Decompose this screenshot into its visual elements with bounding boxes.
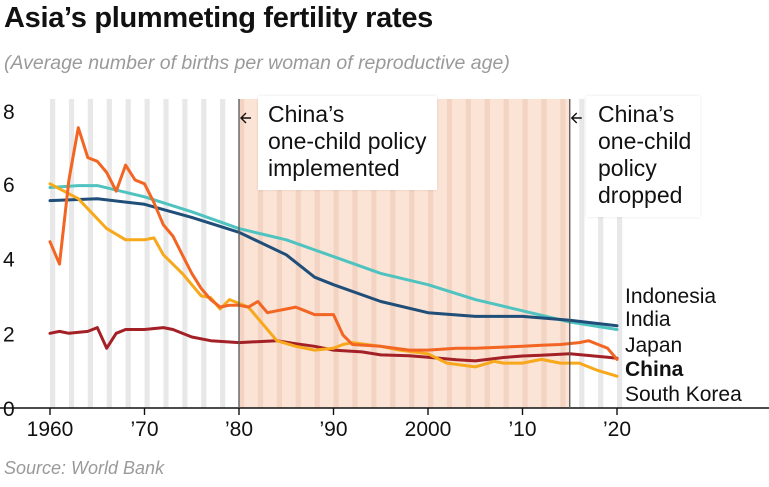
annotation-policy-dropped: China’s one-child policy dropped — [586, 96, 701, 217]
annotation-line: China’s — [268, 101, 345, 127]
x-tick-label: ’10 — [508, 418, 536, 441]
policy-markers — [238, 99, 582, 408]
year-stripe — [409, 99, 415, 408]
year-stripe — [106, 99, 112, 408]
y-tick-label: 0 — [3, 398, 15, 421]
policy-arrow-icon — [240, 112, 251, 124]
year-stripe — [163, 99, 169, 408]
legend-china: China — [625, 358, 684, 381]
legend-japan: Japan — [625, 334, 683, 357]
series-line-china — [48, 126, 619, 361]
annotation-line: dropped — [598, 182, 683, 208]
series-line-south-korea — [48, 182, 619, 378]
year-stripe — [201, 99, 207, 408]
source-note: Source: World Bank — [4, 458, 165, 478]
year-stripe — [257, 99, 264, 408]
legend-india: India — [625, 308, 671, 331]
x-tick-label: 2000 — [405, 418, 452, 441]
x-tick-label: ’20 — [603, 418, 631, 441]
series-line-india — [48, 184, 619, 331]
x-tick-label: 1960 — [27, 418, 74, 441]
year-stripe — [617, 99, 623, 408]
year-stripe — [352, 99, 358, 408]
year-stripe — [522, 99, 528, 408]
legend-south-korea: South Korea — [625, 383, 742, 406]
annotation-line: one-child — [598, 128, 692, 154]
x-tick-label: ’70 — [130, 418, 158, 441]
y-tick-label: 2 — [3, 323, 15, 346]
y-tick-label: 6 — [3, 174, 15, 197]
year-stripe — [68, 99, 75, 408]
year-stripe — [541, 99, 547, 408]
year-stripe — [220, 99, 226, 408]
annotation-line: policy — [598, 155, 657, 181]
page-title: Asia’s plummeting fertility rates — [4, 2, 433, 34]
year-stripe — [333, 99, 339, 408]
annotation-line: implemented — [268, 155, 400, 181]
year-stripe — [239, 99, 245, 408]
legend-indonesia: Indonesia — [625, 285, 717, 308]
annotation-line: China’s — [598, 101, 675, 127]
year-stripe — [276, 99, 282, 408]
y-tick-label: 4 — [3, 249, 15, 272]
year-stripe — [371, 99, 377, 408]
year-stripe — [484, 99, 490, 408]
annotation-policy-implemented: China’s one-child policy implemented — [258, 96, 437, 190]
year-stripe — [598, 99, 604, 408]
y-tick-label: 8 — [3, 101, 15, 124]
policy-arrow-icon — [570, 112, 582, 124]
year-stripe — [87, 99, 93, 408]
year-stripe — [560, 99, 566, 408]
year-stripe — [295, 99, 301, 408]
series-line-indonesia — [48, 197, 619, 328]
chart-axes: 0 2 4 6 8 1960 ’70 ’80 ’90 2000 ’10 ’20 — [0, 101, 769, 441]
page-subtitle: (Average number of births per woman of r… — [4, 52, 510, 74]
annotation-line: one-child policy — [268, 128, 427, 154]
year-stripe — [503, 99, 509, 408]
year-stripe — [144, 99, 150, 408]
chart-background — [50, 99, 623, 408]
x-tick-label: ’90 — [319, 418, 347, 441]
year-stripe — [465, 99, 471, 408]
year-stripe — [314, 99, 320, 408]
year-stripe — [182, 99, 188, 408]
year-stripe — [50, 99, 56, 408]
x-tick-label: ’80 — [225, 418, 253, 441]
year-stripe — [125, 99, 131, 408]
year-stripe — [428, 99, 434, 408]
chart-lines — [48, 126, 619, 378]
year-stripe — [390, 99, 396, 408]
year-stripe — [579, 99, 585, 408]
year-stripe — [446, 99, 453, 408]
